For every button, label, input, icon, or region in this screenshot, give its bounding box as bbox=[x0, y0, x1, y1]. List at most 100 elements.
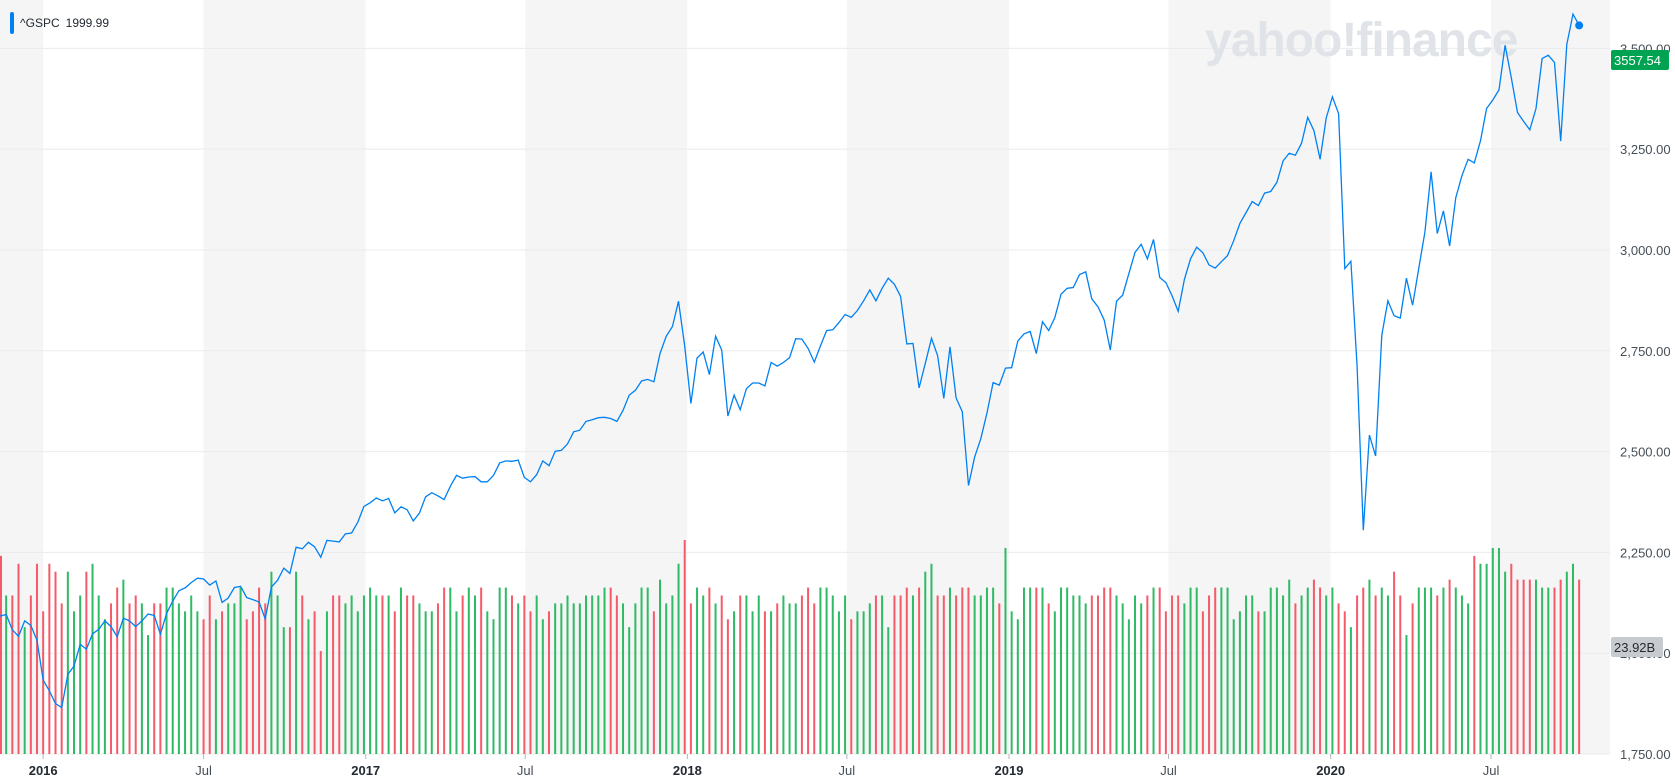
volume-bar bbox=[245, 619, 248, 754]
volume-bar bbox=[714, 603, 717, 754]
volume-bar bbox=[1294, 603, 1297, 754]
volume-bar bbox=[301, 595, 304, 754]
volume-bar bbox=[578, 603, 581, 754]
volume-bar bbox=[862, 611, 865, 754]
volume-bar bbox=[325, 611, 328, 754]
volume-bar bbox=[572, 603, 575, 754]
last-price-dot bbox=[1575, 21, 1584, 30]
legend[interactable]: ^GSPC 1999.99 bbox=[10, 12, 109, 34]
volume-bar bbox=[529, 611, 532, 754]
volume-bar bbox=[1257, 611, 1260, 754]
volume-bar bbox=[406, 595, 409, 754]
volume-bar bbox=[1356, 595, 1359, 754]
volume-bar bbox=[739, 595, 742, 754]
volume-bar bbox=[844, 595, 847, 754]
volume-bar bbox=[548, 611, 551, 754]
volume-bar bbox=[103, 619, 106, 754]
volume-bar bbox=[554, 603, 557, 754]
volume-bar bbox=[893, 595, 896, 754]
volume-bar bbox=[430, 611, 433, 754]
volume-bar bbox=[1220, 587, 1223, 754]
volume-bar bbox=[788, 603, 791, 754]
volume-bar bbox=[375, 595, 378, 754]
volume-bar bbox=[776, 603, 779, 754]
volume-bar bbox=[1417, 587, 1420, 754]
volume-bar bbox=[1534, 579, 1537, 754]
volume-bar bbox=[239, 587, 242, 754]
volume-bar bbox=[147, 635, 150, 754]
volume-bar bbox=[831, 595, 834, 754]
volume-bar bbox=[1171, 595, 1174, 754]
period-band bbox=[1491, 0, 1610, 754]
volume-bar bbox=[609, 587, 612, 754]
volume-bar bbox=[615, 595, 618, 754]
volume-bar bbox=[1238, 611, 1241, 754]
volume-bar bbox=[1528, 579, 1531, 754]
volume-bar bbox=[5, 595, 8, 754]
volume-bar bbox=[887, 627, 890, 754]
volume-bar bbox=[29, 595, 32, 754]
volume-bar bbox=[800, 595, 803, 754]
last-volume-label: 23.92B bbox=[1614, 640, 1655, 655]
volume-bar bbox=[930, 563, 933, 754]
volume-bar bbox=[97, 595, 100, 754]
volume-bar bbox=[837, 611, 840, 754]
volume-bar bbox=[1029, 587, 1032, 754]
volume-bar bbox=[745, 595, 748, 754]
volume-bar bbox=[708, 587, 711, 754]
volume-bar bbox=[1411, 603, 1414, 754]
volume-bar bbox=[1134, 595, 1137, 754]
watermark: yahoo!finance bbox=[1205, 14, 1518, 67]
x-tick-label: 2018 bbox=[673, 763, 702, 778]
volume-bar bbox=[1571, 563, 1574, 754]
legend-swatch bbox=[10, 12, 14, 34]
volume-bar bbox=[393, 611, 396, 754]
volume-bar bbox=[159, 603, 162, 754]
volume-bar bbox=[356, 611, 359, 754]
volume-bar bbox=[264, 603, 267, 754]
volume-bar bbox=[1090, 595, 1093, 754]
volume-bar bbox=[443, 587, 446, 754]
volume-bar bbox=[973, 595, 976, 754]
y-tick-label: 3,000.00 bbox=[1620, 243, 1671, 258]
volume-bar bbox=[276, 595, 279, 754]
volume-bar bbox=[1547, 587, 1550, 754]
volume-bar bbox=[362, 595, 365, 754]
volume-bar bbox=[455, 611, 458, 754]
volume-bar bbox=[899, 595, 902, 754]
volume-bar bbox=[924, 571, 927, 754]
volume-bar bbox=[1263, 611, 1266, 754]
volume-bar bbox=[492, 619, 495, 754]
volume-bar bbox=[1282, 595, 1285, 754]
volume-bar bbox=[1553, 587, 1556, 754]
volume-bar bbox=[251, 611, 254, 754]
volume-bar bbox=[66, 571, 69, 754]
volume-bar bbox=[1288, 579, 1291, 754]
volume-bar bbox=[1393, 571, 1396, 754]
volume-bar bbox=[116, 587, 119, 754]
volume-bar bbox=[208, 595, 211, 754]
volume-bar bbox=[1066, 587, 1069, 754]
volume-bar bbox=[1152, 587, 1155, 754]
volume-bar bbox=[671, 595, 674, 754]
volume-bar bbox=[1078, 595, 1081, 754]
period-bands bbox=[0, 0, 1610, 754]
period-band bbox=[1330, 0, 1492, 754]
volume-bar bbox=[153, 603, 156, 754]
volume-bar bbox=[73, 611, 76, 754]
volume-bar bbox=[1072, 595, 1075, 754]
volume-bar bbox=[868, 603, 871, 754]
volume-bar bbox=[634, 603, 637, 754]
volume-bar bbox=[221, 611, 224, 754]
volume-bar bbox=[190, 595, 193, 754]
volume-bar bbox=[1380, 587, 1383, 754]
volume-bar bbox=[177, 603, 180, 754]
volume-bar bbox=[1164, 611, 1167, 754]
volume-bar bbox=[387, 595, 390, 754]
volume-bar bbox=[696, 587, 699, 754]
last-price-box bbox=[1611, 50, 1669, 70]
volume-bar bbox=[1405, 635, 1408, 754]
volume-bar bbox=[1053, 611, 1056, 754]
volume-bar bbox=[350, 595, 353, 754]
